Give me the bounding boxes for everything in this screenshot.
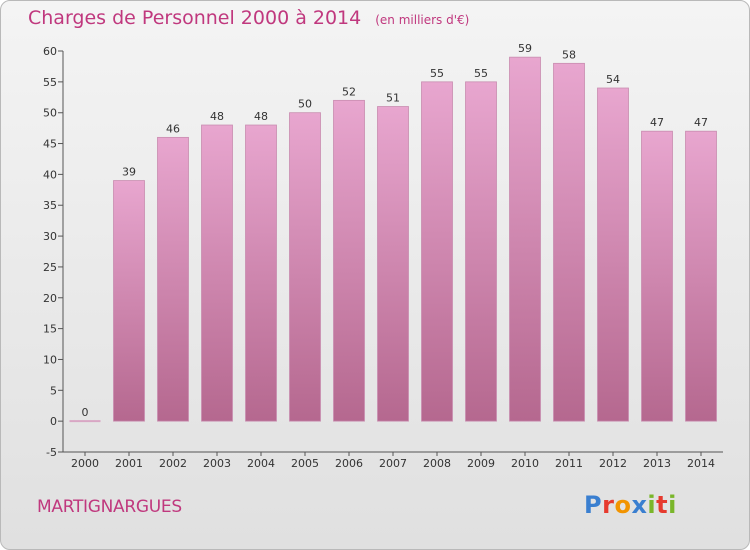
x-tick-label: 2011 (555, 457, 583, 470)
x-tick-label: 2013 (643, 457, 671, 470)
chart-unit: (en milliers d'€) (375, 13, 470, 27)
value-label: 0 (82, 406, 89, 419)
bar-2002 (157, 136, 189, 422)
bar-2005 (289, 112, 321, 422)
value-label: 48 (210, 110, 224, 123)
value-label: 47 (694, 116, 708, 129)
y-tick-label: 25 (43, 261, 57, 274)
value-label: 39 (122, 166, 136, 179)
logo-letter: t (656, 491, 669, 519)
logo-letter: r (602, 491, 615, 519)
bar-2008 (421, 81, 453, 422)
y-tick-label: -5 (46, 446, 57, 459)
logo-letter: x (631, 491, 648, 519)
chart-title: Charges de Personnel 2000 à 2014 (28, 7, 362, 29)
bars: 0 39 46 48 48 50 52 51 55 55 59 58 54 47 47 (69, 42, 717, 423)
proxiti-logo: Proxiti (584, 491, 677, 519)
x-tick-label: 2007 (379, 457, 407, 470)
bar-2010 (509, 56, 541, 422)
y-tick-label: 10 (43, 353, 57, 366)
value-label: 50 (298, 98, 312, 111)
x-tick-label: 2008 (423, 457, 451, 470)
y-tick-label: 15 (43, 323, 57, 336)
x-tick-label: 2012 (599, 457, 627, 470)
value-label: 55 (430, 67, 444, 80)
y-tick-label: 40 (43, 168, 57, 181)
value-label: 52 (342, 85, 356, 98)
y-tick-label: 20 (43, 292, 57, 305)
y-tick-label: 30 (43, 230, 57, 243)
value-label: 54 (606, 73, 620, 86)
value-label: 47 (650, 116, 664, 129)
bar-2003 (201, 124, 233, 422)
y-tick-label: 60 (43, 45, 57, 58)
y-tick-label: 55 (43, 76, 57, 89)
value-label: 59 (518, 42, 532, 55)
commune-name: MARTIGNARGUES (37, 497, 182, 517)
x-tick-label: 2004 (247, 457, 275, 470)
x-tick-label: 2001 (115, 457, 143, 470)
bar-2007 (377, 106, 409, 422)
y-tick-label: 45 (43, 138, 57, 151)
y-tick-label: 35 (43, 199, 57, 212)
x-tick-label: 2009 (467, 457, 495, 470)
value-label: 58 (562, 48, 576, 61)
x-tick-label: 2005 (291, 457, 319, 470)
bar-2014 (685, 130, 717, 422)
y-tick-label: 50 (43, 107, 57, 120)
x-tick-label: 2006 (335, 457, 363, 470)
value-label: 46 (166, 122, 180, 135)
logo-letter: i (647, 491, 657, 519)
bar-2006 (333, 99, 365, 422)
bar-2001 (113, 180, 145, 422)
y-tick-label: 5 (50, 384, 57, 397)
x-tick-label: 2010 (511, 457, 539, 470)
x-tick-label: 2002 (159, 457, 187, 470)
bar-2011 (553, 62, 585, 422)
bar-2012 (597, 87, 629, 422)
y-tick-label: 0 (50, 415, 57, 428)
x-tick-label: 2014 (687, 457, 715, 470)
chart-title-block: Charges de Personnel 2000 à 2014 (en mill… (28, 7, 469, 29)
bar-2004 (245, 124, 277, 422)
logo-letter: i (668, 491, 677, 519)
logo-letter: o (614, 491, 632, 519)
value-label: 48 (254, 110, 268, 123)
bar-2013 (641, 130, 673, 422)
value-label: 51 (386, 92, 400, 105)
x-tick-label: 2003 (203, 457, 231, 470)
bar-2009 (465, 81, 497, 422)
logo-letter: P (584, 491, 603, 519)
value-label: 55 (474, 67, 488, 80)
x-axis: 2000 2001 2002 2003 2004 2005 2006 2007 2008 2009… (63, 451, 723, 470)
x-tick-label: 2000 (71, 457, 99, 470)
